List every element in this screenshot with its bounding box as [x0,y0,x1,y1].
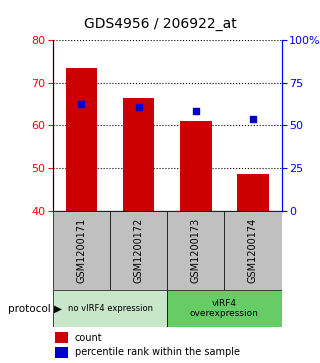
Bar [123,98,154,211]
Text: GSM1200171: GSM1200171 [76,218,86,283]
Point [79,101,84,107]
Text: no vIRF4 expression: no vIRF4 expression [68,304,153,313]
Bar [110,211,167,290]
Bar [53,290,167,327]
Bar [53,211,110,290]
Bar [66,68,97,211]
Text: GSM1200174: GSM1200174 [248,218,258,283]
Bar [224,211,282,290]
Bar [167,290,282,327]
Bar [237,174,269,211]
Text: vIRF4
overexpression: vIRF4 overexpression [190,299,259,318]
Text: GSM1200172: GSM1200172 [134,218,144,283]
Text: protocol ▶: protocol ▶ [8,303,62,314]
Text: GSM1200173: GSM1200173 [191,218,201,283]
Bar [180,121,212,211]
Point [136,105,141,110]
Text: GDS4956 / 206922_at: GDS4956 / 206922_at [84,17,236,30]
Point [193,108,198,114]
Bar [167,211,224,290]
Point [251,117,256,122]
Text: percentile rank within the sample: percentile rank within the sample [75,347,240,358]
Bar [55,347,68,358]
Bar [55,333,68,343]
Text: count: count [75,333,102,343]
